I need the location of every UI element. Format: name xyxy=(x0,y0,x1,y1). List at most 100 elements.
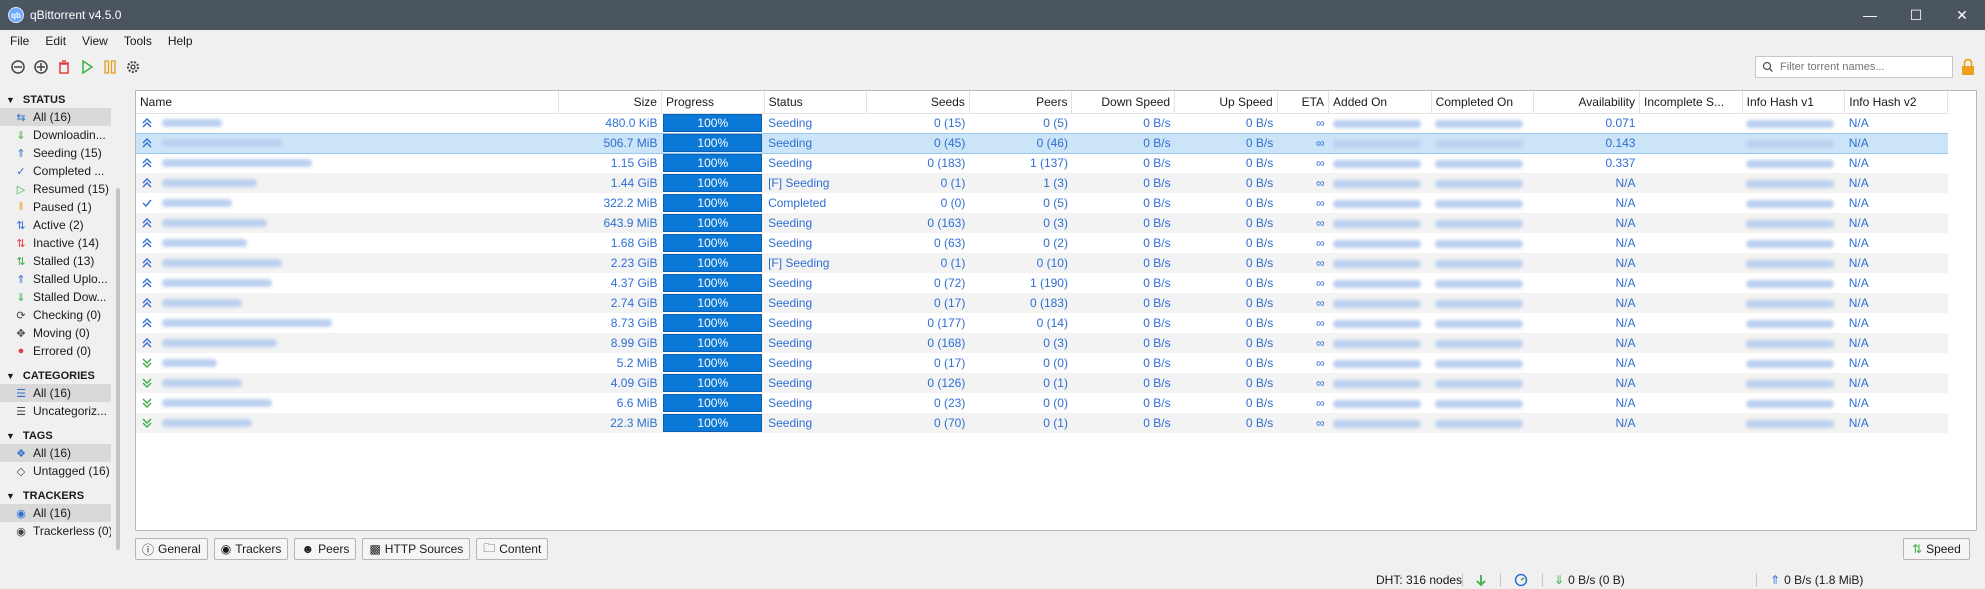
qbittorrent-logo-icon: qb xyxy=(8,7,24,23)
column-info-hash-v2-header[interactable]: Info Hash v2 xyxy=(1844,91,1948,114)
tab-peers[interactable]: ☻ Peers xyxy=(294,538,357,560)
added-on-cell xyxy=(1329,193,1432,213)
status-filter-all[interactable]: ⇆ All (16) xyxy=(0,108,111,126)
table-row[interactable]: 1.15 GiB 100% Seeding 0 (183) 1 (137) 0 B/s 0 … xyxy=(136,153,1948,173)
minimize-button[interactable]: — xyxy=(1863,7,1877,23)
status-filter-errored[interactable]: ● Errored (0) xyxy=(0,342,111,360)
redacted-date xyxy=(1435,319,1524,328)
tab-trackers[interactable]: ◉ Trackers xyxy=(213,538,289,560)
table-row[interactable]: 1.44 GiB 100% [F] Seeding 0 (1) 1 (3) 0 B/s 0 … xyxy=(136,173,1948,193)
table-row[interactable]: 8.99 GiB 100% Seeding 0 (168) 0 (3) 0 B/s 0 B/… xyxy=(136,333,1948,353)
status-filter-stalled-uploading[interactable]: ⇑ Stalled Uplo... xyxy=(0,270,111,288)
table-row[interactable]: 5.2 MiB 100% Seeding 0 (17) 0 (0) 0 B/s 0 B/s ∞… xyxy=(136,353,1948,373)
delete-button[interactable] xyxy=(54,57,74,77)
category-filter-uncategorized[interactable]: ☰ Uncategoriz... xyxy=(0,402,111,420)
speed-button[interactable]: ⇅ Speed xyxy=(1903,538,1970,560)
column-up-speed-header[interactable]: Up Speed xyxy=(1174,91,1278,114)
tab-general[interactable]: ⓘ General xyxy=(135,538,208,560)
peers-cell: 1 (137) xyxy=(1029,156,1068,171)
tags-section-header[interactable]: ▼ TAGS xyxy=(0,428,124,444)
added-on-cell xyxy=(1328,132,1432,154)
category-filter-all[interactable]: ☰ All (16) xyxy=(0,384,111,402)
seeding-status-icon xyxy=(140,216,154,230)
table-row[interactable]: 643.9 MiB 100% Seeding 0 (163) 0 (3) 0 B/s 0 B… xyxy=(136,213,1948,233)
status-filter-stalled-downloading[interactable]: ⇓ Stalled Dow... xyxy=(0,288,111,306)
menu-edit[interactable]: Edit xyxy=(45,34,67,48)
column-peers-header[interactable]: Peers xyxy=(969,91,1073,114)
availability-cell: N/A xyxy=(1533,173,1640,193)
column-seeds-header[interactable]: Seeds xyxy=(866,91,970,114)
completed-on-cell xyxy=(1431,233,1534,253)
column-completed-on-header[interactable]: Completed On xyxy=(1431,91,1535,114)
add-torrent-button[interactable] xyxy=(31,57,51,77)
column-added-on-header[interactable]: Added On xyxy=(1328,91,1432,114)
tag-filter-all[interactable]: ❖ All (16) xyxy=(0,444,111,462)
tracker-filter-trackerless[interactable]: ◉ Trackerless (0) xyxy=(0,522,111,540)
resume-button[interactable] xyxy=(77,57,97,77)
menu-help[interactable]: Help xyxy=(167,34,193,48)
table-row[interactable]: 2.23 GiB 100% [F] Seeding 0 (1) 0 (10) 0 B/s 0… xyxy=(136,253,1948,273)
tab-content[interactable]: 🗀 Content xyxy=(476,538,549,560)
table-row[interactable]: 6.6 MiB 100% Seeding 0 (23) 0 (0) 0 B/s 0 B/s ∞… xyxy=(136,393,1948,413)
lock-button[interactable] xyxy=(1961,58,1977,76)
column-progress-header[interactable]: Progress xyxy=(661,91,765,114)
column-availability-header[interactable]: Availability xyxy=(1533,91,1640,114)
completed-on-cell xyxy=(1431,153,1534,173)
close-button[interactable]: ✕ xyxy=(1956,6,1968,23)
pause-button[interactable] xyxy=(100,57,120,77)
incomplete-save-path-cell xyxy=(1639,113,1742,133)
table-row[interactable]: 8.73 GiB 100% Seeding 0 (177) 0 (14) 0 B/s 0 B… xyxy=(136,313,1948,333)
redacted-date xyxy=(1435,339,1524,348)
menu-view[interactable]: View xyxy=(82,34,108,48)
status-filter-paused[interactable]: ‖ Paused (1) xyxy=(0,198,111,216)
status-filter-moving[interactable]: ✥ Moving (0) xyxy=(0,324,111,342)
table-row[interactable]: 4.09 GiB 100% Seeding 0 (126) 0 (1) 0 B/s 0 B/… xyxy=(136,373,1948,393)
menu-tools[interactable]: Tools xyxy=(123,34,152,48)
peers-cell: 0 (0) xyxy=(1043,356,1068,370)
upload-speed-status[interactable]: ⇑ 0 B/s (1.8 MiB) xyxy=(1770,573,1864,587)
table-row[interactable]: 22.3 MiB 100% Seeding 0 (70) 0 (1) 0 B/s 0 B/s… xyxy=(136,413,1948,433)
filter-input[interactable] xyxy=(1778,60,1948,74)
download-speed-status[interactable]: ⇓ 0 B/s (0 B) xyxy=(1554,573,1625,587)
options-button[interactable] xyxy=(123,57,143,77)
table-row[interactable]: 506.7 MiB 100% Seeding 0 (45) 0 (46) 0 B/s 0 B… xyxy=(136,132,1948,154)
tag-filter-untagged[interactable]: ◇ Untagged (16) xyxy=(0,462,111,480)
status-filter-inactive[interactable]: ⇅ Inactive (14) xyxy=(0,234,111,252)
column-down-speed-header[interactable]: Down Speed xyxy=(1071,91,1176,114)
seeding-status-icon xyxy=(140,156,154,170)
table-row[interactable]: 4.37 GiB 100% Seeding 0 (72) 1 (190) 0 B/s 0 B… xyxy=(136,273,1948,293)
status-filter-checking[interactable]: ⟳ Checking (0) xyxy=(0,306,111,324)
trackers-section-header[interactable]: ▼ TRACKERS xyxy=(0,488,124,504)
table-row[interactable]: 1.68 GiB 100% Seeding 0 (63) 0 (2) 0 B/s 0 B/s… xyxy=(136,233,1948,253)
maximize-button[interactable]: ☐ xyxy=(1909,6,1923,23)
tab-http-sources[interactable]: ▩ HTTP Sources xyxy=(362,538,471,560)
connection-status-icon[interactable] xyxy=(1474,573,1488,587)
column-eta-header[interactable]: ETA xyxy=(1277,91,1330,114)
table-row[interactable]: 480.0 KiB 100% Seeding 0 (15) 0 (5) 0 B/s 0 B/… xyxy=(136,113,1948,133)
column-status-header[interactable]: Status xyxy=(764,91,868,114)
column-info-hash-v1-header[interactable]: Info Hash v1 xyxy=(1742,91,1846,114)
menu-file[interactable]: File xyxy=(10,34,30,48)
seeding-status-icon xyxy=(140,336,154,350)
progress-cell: 100% xyxy=(661,413,765,433)
column-size-header[interactable]: Size xyxy=(558,91,662,114)
status-filter-active[interactable]: ⇅ Active (2) xyxy=(0,216,111,234)
status-filter-seeding[interactable]: ⇑ Seeding (15) xyxy=(0,144,111,162)
table-row[interactable]: 2.74 GiB 100% Seeding 0 (17) 0 (183) 0 B/s 0 B… xyxy=(136,293,1948,313)
table-row[interactable]: 322.2 MiB 100% Completed 0 (0) 0 (5) 0 B/s 0 B… xyxy=(136,193,1948,213)
status-section-header[interactable]: ▼ STATUS xyxy=(0,92,124,108)
column-incomplete-save-path-header[interactable]: Incomplete S... xyxy=(1639,91,1743,114)
completed-on-cell xyxy=(1431,273,1534,293)
add-link-button[interactable] xyxy=(8,57,28,77)
tracker-filter-all[interactable]: ◉ All (16) xyxy=(0,504,111,522)
alt-speed-icon[interactable] xyxy=(1514,573,1528,587)
status-filter-downloading[interactable]: ⇓ Downloadin... xyxy=(0,126,111,144)
status-filter-stalled[interactable]: ⇅ Stalled (13) xyxy=(0,252,111,270)
status-filter-completed[interactable]: ✓ Completed ... xyxy=(0,162,111,180)
up-speed-cell: 0 B/s xyxy=(1174,373,1278,393)
sidebar-scrollbar[interactable] xyxy=(116,188,120,550)
categories-section-header[interactable]: ▼ CATEGORIES xyxy=(0,368,124,384)
column-name-header[interactable]: Name xyxy=(136,91,560,114)
torrent-list: Name Size Progress Status Seeds Peers Do… xyxy=(135,90,1977,531)
status-filter-resumed[interactable]: ▷ Resumed (15) xyxy=(0,180,111,198)
